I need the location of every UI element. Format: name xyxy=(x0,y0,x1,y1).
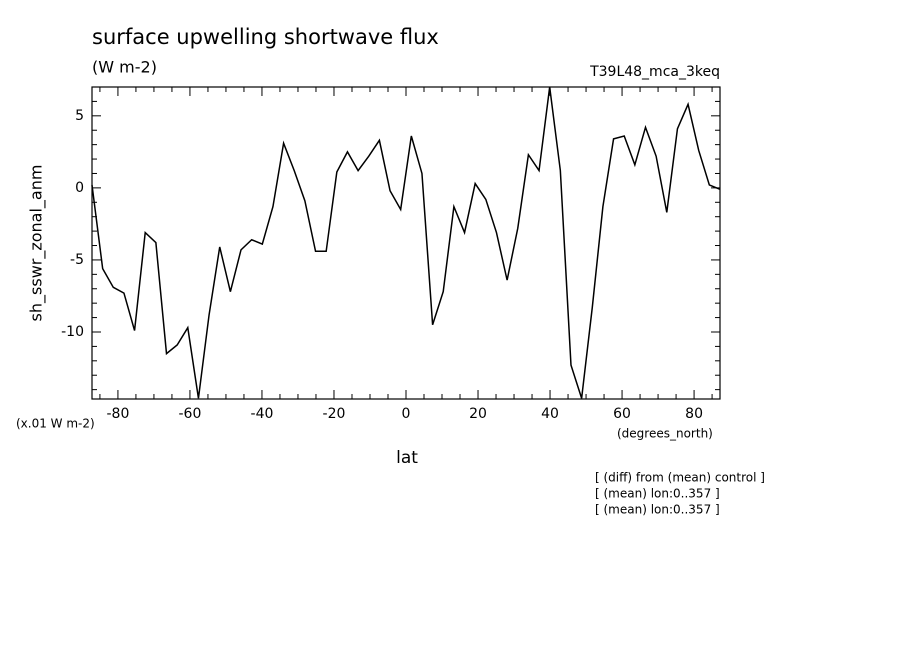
x-tick-label: 40 xyxy=(541,406,559,422)
x-tick-label: 20 xyxy=(469,406,487,422)
x-axis-label: lat xyxy=(396,448,418,468)
y-units: (x.01 W m-2) xyxy=(16,417,95,431)
x-tick-label: 0 xyxy=(402,406,411,422)
y-axis-label: sh_sswr_zonal_anm xyxy=(27,165,47,322)
x-tick-label: 80 xyxy=(685,406,703,422)
note: [ (mean) lon:0..357 ] xyxy=(595,503,720,517)
y-tick-label: 5 xyxy=(75,108,84,124)
x-tick-label: 60 xyxy=(613,406,631,422)
plot-frame xyxy=(91,86,721,400)
note: [ (mean) lon:0..357 ] xyxy=(595,487,720,501)
y-tick-label: -5 xyxy=(70,252,84,268)
note: [ (diff) from (mean) control ] xyxy=(595,471,765,485)
x-units: (degrees_north) xyxy=(617,427,713,441)
x-tick-label: -40 xyxy=(251,406,274,422)
x-tick-label: -80 xyxy=(106,406,129,422)
experiment-label: T39L48_mca_3keq xyxy=(589,64,720,80)
x-tick-label: -20 xyxy=(323,406,346,422)
data-line xyxy=(91,86,721,399)
chart-subtitle: (W m-2) xyxy=(92,58,157,77)
y-tick-label: 0 xyxy=(75,180,84,196)
x-tick-label: -60 xyxy=(179,406,202,422)
chart-title: surface upwelling shortwave flux xyxy=(92,25,439,49)
y-tick-label: -10 xyxy=(61,324,84,340)
